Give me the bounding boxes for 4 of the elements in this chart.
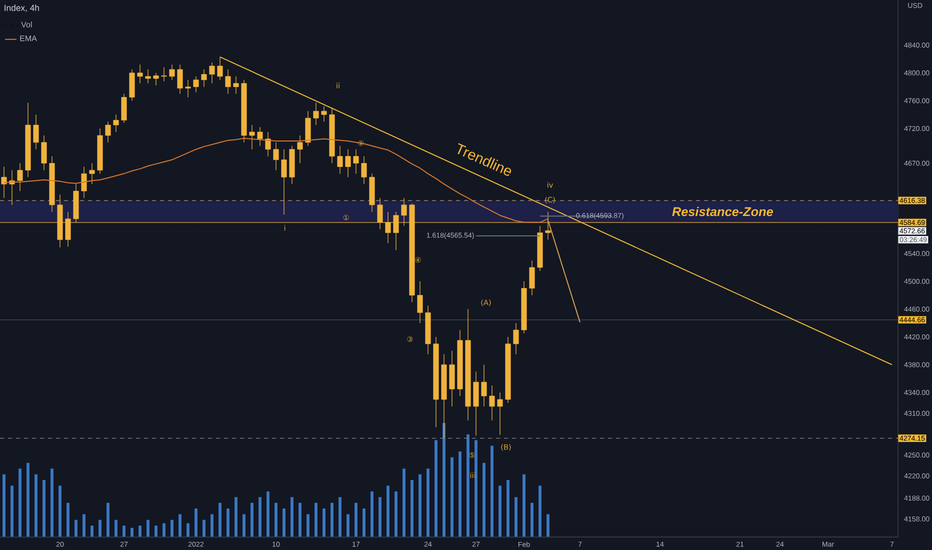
chart-title: Index, 4h [4, 4, 39, 12]
band-label: Resistance-Zone [672, 206, 773, 216]
text: Vol [21, 22, 32, 28]
legend-label: EMA [20, 36, 37, 42]
